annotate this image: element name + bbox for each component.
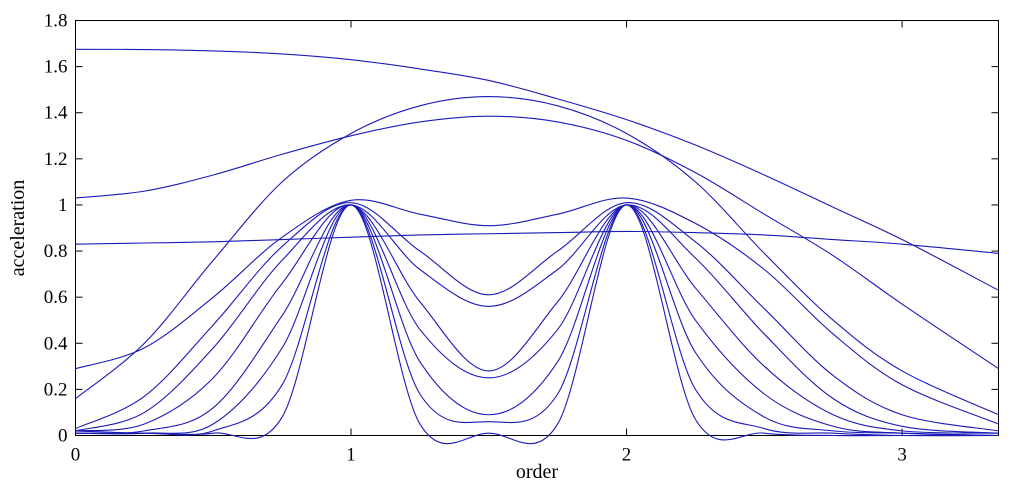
y-tick-label: 0.2 <box>44 379 68 400</box>
tick-labels: 0 1 2 3 0 0.2 0.4 0.6 0.8 1 1.2 1.4 1.6 1.8 <box>44 11 907 466</box>
y-tick-label: 1 <box>58 195 68 216</box>
series-line-6 <box>75 202 999 432</box>
y-tick-label: 0 <box>58 426 68 447</box>
y-tick-label: 0.8 <box>44 241 68 262</box>
series-line-9 <box>75 204 999 437</box>
plot-frame <box>75 20 999 436</box>
curves <box>75 48 999 445</box>
series-line-8 <box>75 204 999 434</box>
x-tick-label: 2 <box>622 445 632 466</box>
y-tick-label: 1.2 <box>44 149 68 170</box>
series-line-3 <box>75 230 999 254</box>
series-line-10 <box>75 204 999 437</box>
x-tick-label: 0 <box>71 445 81 466</box>
series-line-12 <box>75 204 999 445</box>
series-line-11 <box>75 204 999 437</box>
axis-ticks <box>75 20 999 436</box>
x-axis-label: order <box>516 461 559 483</box>
y-axis-label: acceleration <box>7 180 29 277</box>
y-tick-label: 1.8 <box>44 11 68 32</box>
y-tick-label: 0.4 <box>44 333 68 354</box>
y-tick-label: 0.6 <box>44 287 68 308</box>
x-tick-label: 1 <box>346 445 356 466</box>
series-line-4 <box>75 96 999 416</box>
series-line-7 <box>75 204 999 434</box>
series-line-1 <box>75 48 999 291</box>
x-tick-label: 3 <box>897 445 907 466</box>
y-tick-label: 1.6 <box>44 57 68 78</box>
series-line-5 <box>75 197 999 425</box>
series-line-2 <box>75 115 999 370</box>
y-tick-label: 1.4 <box>44 103 68 124</box>
